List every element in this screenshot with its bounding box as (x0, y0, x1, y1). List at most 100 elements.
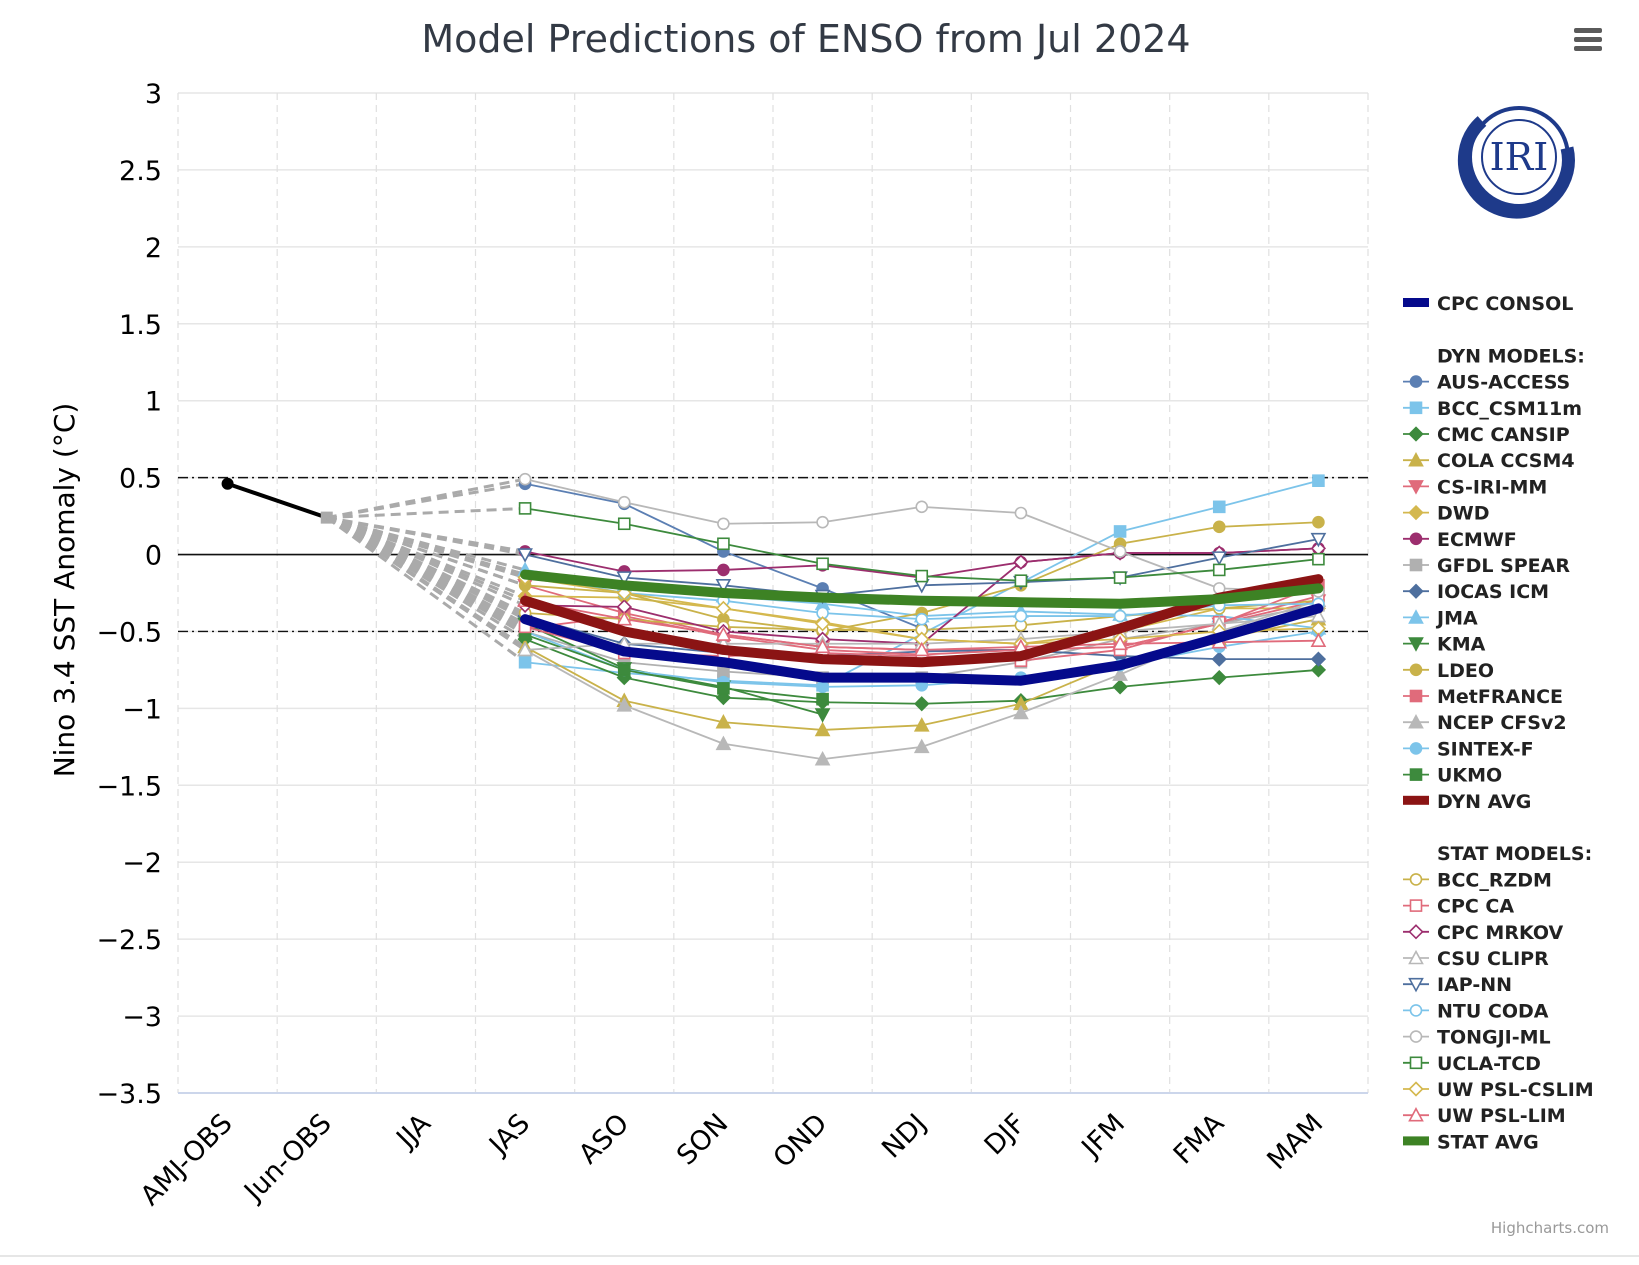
tongji-ml-point (915, 500, 929, 514)
legend-label: CS-IRI-MM (1437, 476, 1547, 498)
x-tick-label: ASO (573, 1108, 635, 1170)
connector-line (325, 516, 526, 652)
tongji-ml-point (1113, 545, 1127, 558)
legend-item-iap-nn[interactable]: IAP-NN (1403, 974, 1512, 996)
legend-item-ukmo[interactable]: UKMO (1403, 765, 1502, 787)
cpc-consol-line (520, 603, 1324, 686)
uw-psl-cslim-point (814, 616, 831, 632)
legend-item-gfdl-spear[interactable]: GFDL SPEAR (1403, 555, 1570, 577)
tongji-ml-point (617, 495, 631, 509)
logo-text: IRI (1490, 135, 1549, 179)
uw-psl-lim-point (616, 610, 633, 626)
chart-title: Model Predictions of ENSO from Jul 2024 (421, 17, 1190, 61)
highcharts-credits[interactable]: Highcharts.com (1490, 1219, 1609, 1237)
legend-item-bcc-rzdm[interactable]: BCC_RZDM (1403, 869, 1552, 891)
sintex-f-point (816, 680, 829, 694)
legend-swatch-marker (1408, 426, 1424, 442)
legend-swatch-marker (1409, 742, 1423, 755)
legend-item-tongji-ml[interactable]: TONGJI-ML (1403, 1027, 1551, 1049)
y-tick-label: 0 (145, 541, 162, 572)
ecmwf-point (717, 563, 730, 577)
legend-item-iocas-icm[interactable]: IOCAS ICM (1403, 581, 1549, 603)
series-stat-avg (520, 569, 1324, 609)
ucla-tcd-point (717, 537, 730, 551)
legend-item-ldeo[interactable]: LDEO (1403, 660, 1494, 682)
legend-item-cs-iri-mm[interactable]: CS-IRI-MM (1403, 476, 1547, 498)
ldeo-point (1312, 515, 1325, 529)
legend-item-ntu-coda[interactable]: NTU CODA (1403, 1000, 1549, 1022)
cmc-cansip-point (1310, 662, 1327, 678)
cola-ccsm4-point (814, 721, 831, 737)
legend-item-cmc-cansip[interactable]: CMC CANSIP (1403, 424, 1570, 446)
legend-item-jma[interactable]: JMA (1403, 607, 1478, 629)
legend-swatch-marker (1409, 558, 1423, 572)
legend-item-uw-psl-cslim[interactable]: UW PSL-CSLIM (1403, 1079, 1594, 1101)
hamburger-menu-icon[interactable] (1560, 22, 1604, 58)
legend-header: STAT MODELS: (1437, 843, 1592, 865)
legend-item-stat-avg[interactable]: STAT AVG (1403, 1131, 1539, 1153)
legend-swatch-marker (1409, 689, 1423, 703)
uw-psl-lim-point (1112, 635, 1128, 651)
x-tick-label: MAM (1261, 1108, 1329, 1176)
legend-item-csu-clipr[interactable]: CSU CLIPR (1403, 948, 1549, 970)
legend-label: CMC CANSIP (1437, 424, 1570, 446)
iap-nn-point (517, 548, 533, 563)
ucla-tcd-point (1312, 552, 1325, 566)
x-tick-label: JAS (482, 1108, 536, 1162)
legend-label: JMA (1435, 607, 1478, 629)
ncep-cfsv2-point (913, 738, 930, 754)
y-axis-label: Nino 3.4 SST Anomaly (°C) (48, 403, 81, 778)
legend-swatch-marker (1408, 452, 1424, 467)
legend-header: DYN MODELS: (1437, 345, 1585, 367)
legend-item-ncep-cfsv2[interactable]: NCEP CFSv2 (1403, 712, 1567, 734)
cola-ccsm4-point (913, 717, 930, 732)
ldeo-point (1212, 520, 1226, 534)
legend-item-ecmwf[interactable]: ECMWF (1403, 529, 1517, 551)
ntu-coda-point (1113, 609, 1127, 623)
legend-item-bcc-csm11m[interactable]: BCC_CSM11m (1403, 398, 1582, 420)
tongji-ml-point (717, 517, 730, 531)
legend-item-cpc-ca[interactable]: CPC CA (1403, 896, 1514, 918)
y-tick-label: 1 (145, 387, 162, 418)
series-iap-nn (517, 532, 1327, 605)
ncep-cfsv2-point (1112, 666, 1128, 681)
series-cmc-cansip (517, 631, 1327, 712)
legend-label: CPC MRKOV (1437, 922, 1563, 944)
legend-item-ucla-tcd[interactable]: UCLA-TCD (1403, 1053, 1541, 1075)
legend-item-kma[interactable]: KMA (1403, 634, 1486, 656)
tongji-ml-point (816, 515, 829, 529)
legend: CPC CONSOL DYN MODELS: AUS-ACCESS BCC_CSM11… (1403, 293, 1594, 1153)
legend-item-dwd[interactable]: DWD (1403, 503, 1490, 525)
legend-label: CPC CONSOL (1437, 293, 1573, 315)
legend-swatch (1403, 298, 1429, 307)
iap-nn-point (616, 571, 633, 586)
legend-item-cpc-consol[interactable]: CPC CONSOL (1403, 293, 1573, 315)
cmc-cansip-point (715, 689, 732, 706)
kma-point (814, 708, 831, 723)
legend-item-metfrance[interactable]: MetFRANCE (1403, 686, 1563, 708)
connector-line (326, 516, 526, 557)
legend-item-cola-ccsm4[interactable]: COLA CCSM4 (1403, 450, 1575, 472)
legend-swatch-marker (1408, 714, 1424, 729)
legend-swatch-marker (1408, 1081, 1424, 1097)
legend-swatch-marker (1409, 1056, 1423, 1070)
legend-label: BCC_CSM11m (1437, 398, 1582, 420)
legend-label: IOCAS ICM (1437, 581, 1549, 603)
uw-psl-lim-point (814, 638, 831, 654)
legend-item-uw-psl-lim[interactable]: UW PSL-LIM (1403, 1105, 1566, 1127)
uw-psl-cslim-point (715, 600, 732, 617)
legend-item-dyn-avg[interactable]: DYN AVG (1403, 791, 1531, 813)
bcc-csm11m-point (1113, 525, 1127, 538)
ucla-tcd-point (617, 517, 631, 531)
legend-label: UKMO (1437, 765, 1502, 787)
legend-item-aus-access[interactable]: AUS-ACCESS (1403, 372, 1570, 394)
legend-label: CSU CLIPR (1437, 948, 1549, 970)
legend-item-sintex-f[interactable]: SINTEX-F (1403, 738, 1534, 760)
ucla-tcd-point (1014, 574, 1028, 587)
bcc-csm11m-point (1212, 500, 1226, 514)
legend-item-cpc-mrkov[interactable]: CPC MRKOV (1403, 922, 1563, 944)
bottom-divider (0, 1255, 1639, 1257)
y-tick-label: 0.5 (119, 464, 162, 495)
legend-swatch-marker (1408, 583, 1424, 599)
legend-swatch-marker (1408, 924, 1424, 940)
